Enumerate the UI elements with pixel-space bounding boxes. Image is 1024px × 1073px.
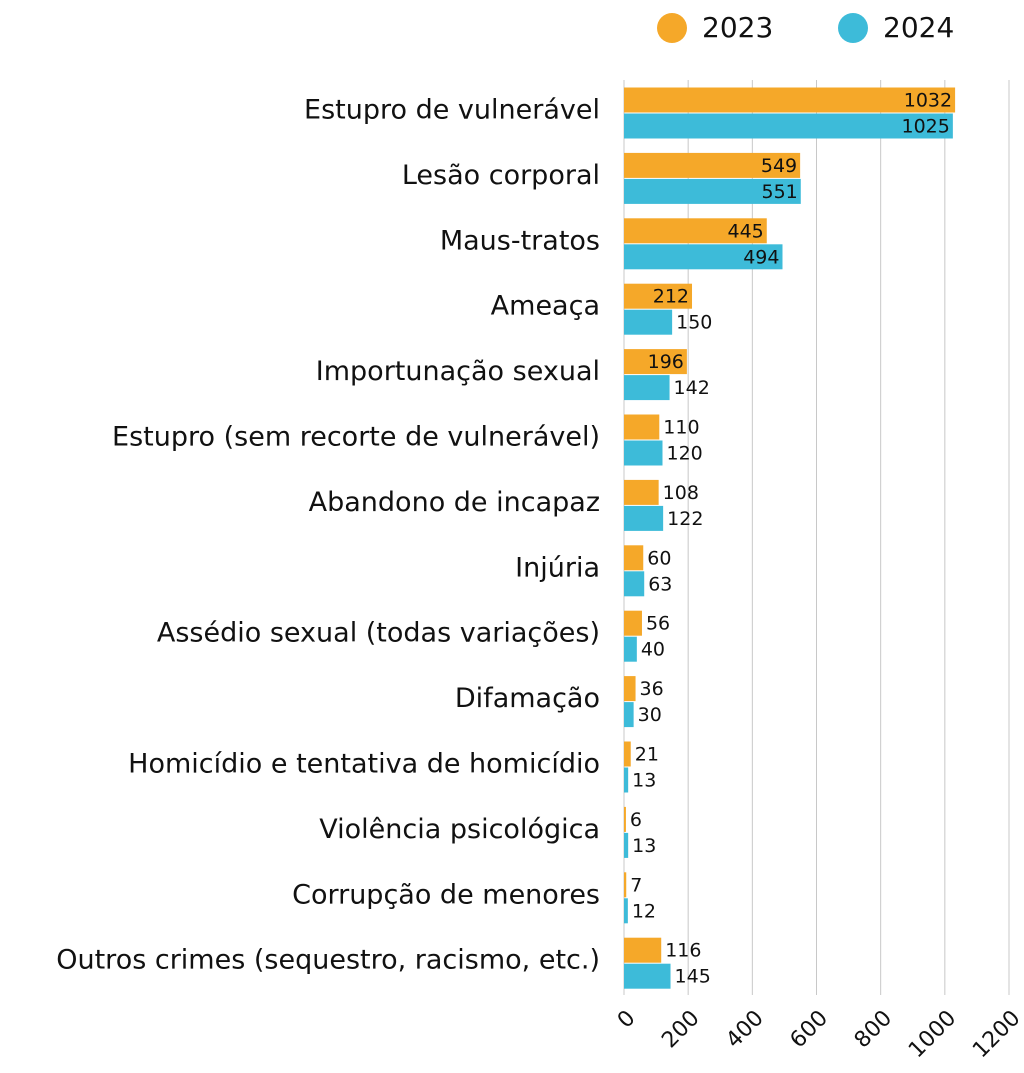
bar — [624, 375, 670, 401]
x-tick-label: 600 — [786, 1006, 833, 1053]
bar — [624, 152, 801, 178]
bar — [624, 898, 628, 924]
bar — [624, 479, 659, 505]
value-label: 494 — [743, 246, 779, 268]
bar — [624, 767, 629, 793]
bar — [624, 636, 637, 662]
legend-marker — [838, 13, 868, 43]
value-label: 1025 — [901, 116, 949, 138]
y-tick-label: Difamação — [455, 683, 600, 714]
value-label: 122 — [667, 508, 703, 530]
y-tick-label: Ameaça — [491, 291, 600, 322]
bar — [624, 87, 956, 113]
y-tick-label: Outros crimes (sequestro, racismo, etc.) — [56, 945, 600, 976]
value-label: 13 — [632, 770, 656, 792]
bar — [624, 283, 693, 309]
x-tick-label: 0 — [613, 1006, 641, 1034]
bar — [624, 349, 687, 375]
y-tick-label: Maus-tratos — [440, 225, 600, 256]
y-tick-label: Assédio sexual (todas variações) — [157, 618, 600, 649]
y-tick-label: Importunação sexual — [316, 356, 600, 387]
bar — [624, 244, 783, 270]
value-label: 63 — [648, 573, 672, 595]
bar — [624, 676, 636, 702]
value-label: 30 — [638, 704, 662, 726]
x-tick-label: 400 — [721, 1006, 768, 1053]
bar — [624, 440, 663, 466]
value-label: 196 — [648, 351, 684, 373]
x-tick-label: 1200 — [968, 1006, 1024, 1063]
value-label: 36 — [640, 678, 664, 700]
bar — [624, 610, 642, 636]
bar — [624, 218, 767, 244]
x-tick-label: 1000 — [904, 1006, 961, 1063]
value-label: 549 — [761, 155, 797, 177]
value-label: 12 — [632, 900, 656, 922]
value-label: 108 — [663, 482, 699, 504]
y-tick-label: Violência psicológica — [319, 814, 600, 845]
legend-label: 2024 — [883, 11, 954, 44]
y-tick-label: Estupro de vulnerável — [304, 95, 600, 126]
value-label: 110 — [663, 417, 699, 439]
value-label: 551 — [762, 181, 798, 203]
bar — [624, 832, 629, 858]
bar — [624, 414, 660, 440]
value-label: 6 — [630, 809, 642, 831]
value-label: 445 — [728, 220, 764, 242]
bar — [624, 545, 644, 571]
value-label: 116 — [665, 940, 701, 962]
y-tick-label: Homicídio e tentativa de homicídio — [128, 749, 600, 780]
value-label: 120 — [667, 443, 703, 465]
bar — [624, 963, 671, 989]
bar — [624, 571, 645, 597]
bar — [624, 505, 664, 531]
value-label: 142 — [674, 377, 710, 399]
y-tick-label: Estupro (sem recorte de vulnerável) — [112, 422, 600, 453]
bar — [624, 702, 634, 728]
value-label: 56 — [646, 613, 670, 635]
y-tick-label: Injúria — [515, 552, 600, 583]
value-label: 145 — [675, 966, 711, 988]
bar — [624, 741, 631, 767]
bar — [624, 309, 673, 335]
bar — [624, 937, 662, 963]
value-label: 60 — [647, 547, 671, 569]
x-tick-label: 200 — [657, 1006, 704, 1053]
value-label: 40 — [641, 639, 665, 661]
y-tick-label: Abandono de incapaz — [309, 487, 600, 518]
value-label: 7 — [630, 874, 642, 896]
value-label: 21 — [635, 744, 659, 766]
value-label: 212 — [653, 286, 689, 308]
y-tick-label: Lesão corporal — [402, 160, 600, 191]
value-label: 150 — [676, 312, 712, 334]
x-tick-label: 800 — [850, 1006, 897, 1053]
bar — [624, 872, 627, 898]
legend-marker — [657, 13, 687, 43]
bar — [624, 806, 626, 832]
bar — [624, 178, 801, 204]
bar — [624, 113, 953, 139]
value-label: 13 — [632, 835, 656, 857]
y-tick-label: Corrupção de menores — [292, 879, 600, 910]
legend-label: 2023 — [702, 11, 773, 44]
value-label: 1032 — [904, 90, 952, 112]
